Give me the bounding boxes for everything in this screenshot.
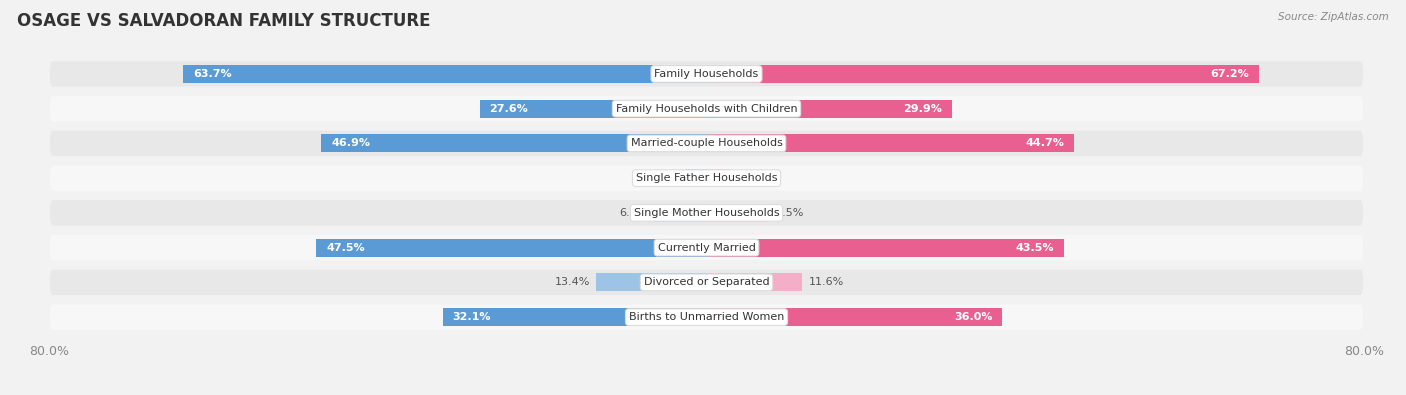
Bar	[707, 239, 1064, 257]
Text: Married-couple Households: Married-couple Households	[630, 138, 783, 149]
FancyBboxPatch shape	[49, 235, 1364, 260]
Text: Single Father Households: Single Father Households	[636, 173, 778, 183]
Text: 29.9%: 29.9%	[904, 103, 942, 114]
Text: 11.6%: 11.6%	[808, 277, 844, 288]
FancyBboxPatch shape	[49, 270, 1364, 295]
Text: Divorced or Separated: Divorced or Separated	[644, 277, 769, 288]
Bar	[707, 169, 730, 187]
Text: Single Mother Households: Single Mother Households	[634, 208, 779, 218]
Bar	[316, 239, 707, 257]
Text: 44.7%: 44.7%	[1025, 138, 1064, 149]
FancyBboxPatch shape	[49, 61, 1364, 87]
Text: 6.4%: 6.4%	[619, 208, 647, 218]
Bar	[321, 134, 707, 152]
Text: Family Households with Children: Family Households with Children	[616, 103, 797, 114]
FancyBboxPatch shape	[49, 200, 1364, 226]
Text: 32.1%: 32.1%	[453, 312, 491, 322]
Text: 63.7%: 63.7%	[193, 69, 232, 79]
Bar	[596, 273, 707, 292]
Text: 36.0%: 36.0%	[953, 312, 993, 322]
Text: Family Households: Family Households	[654, 69, 759, 79]
FancyBboxPatch shape	[49, 96, 1364, 121]
Text: 7.5%: 7.5%	[775, 208, 803, 218]
Bar	[707, 65, 1258, 83]
Text: Currently Married: Currently Married	[658, 243, 755, 253]
Bar	[707, 100, 952, 118]
Text: 13.4%: 13.4%	[554, 277, 591, 288]
Legend: Osage, Salvadoran: Osage, Salvadoran	[624, 391, 789, 395]
Text: 46.9%: 46.9%	[330, 138, 370, 149]
Text: 47.5%: 47.5%	[326, 243, 364, 253]
Bar	[707, 273, 801, 292]
Text: 27.6%: 27.6%	[489, 103, 529, 114]
Bar	[707, 308, 1002, 326]
Text: 2.9%: 2.9%	[737, 173, 765, 183]
Bar	[654, 204, 707, 222]
Bar	[707, 204, 768, 222]
Bar	[686, 169, 707, 187]
Text: 2.5%: 2.5%	[651, 173, 679, 183]
Bar	[707, 134, 1074, 152]
FancyBboxPatch shape	[49, 305, 1364, 330]
Text: 43.5%: 43.5%	[1015, 243, 1054, 253]
Text: 67.2%: 67.2%	[1211, 69, 1249, 79]
Text: Births to Unmarried Women: Births to Unmarried Women	[628, 312, 785, 322]
Bar	[479, 100, 707, 118]
FancyBboxPatch shape	[49, 131, 1364, 156]
Bar	[443, 308, 707, 326]
Text: OSAGE VS SALVADORAN FAMILY STRUCTURE: OSAGE VS SALVADORAN FAMILY STRUCTURE	[17, 12, 430, 30]
Bar	[183, 65, 707, 83]
FancyBboxPatch shape	[49, 166, 1364, 191]
Text: Source: ZipAtlas.com: Source: ZipAtlas.com	[1278, 12, 1389, 22]
